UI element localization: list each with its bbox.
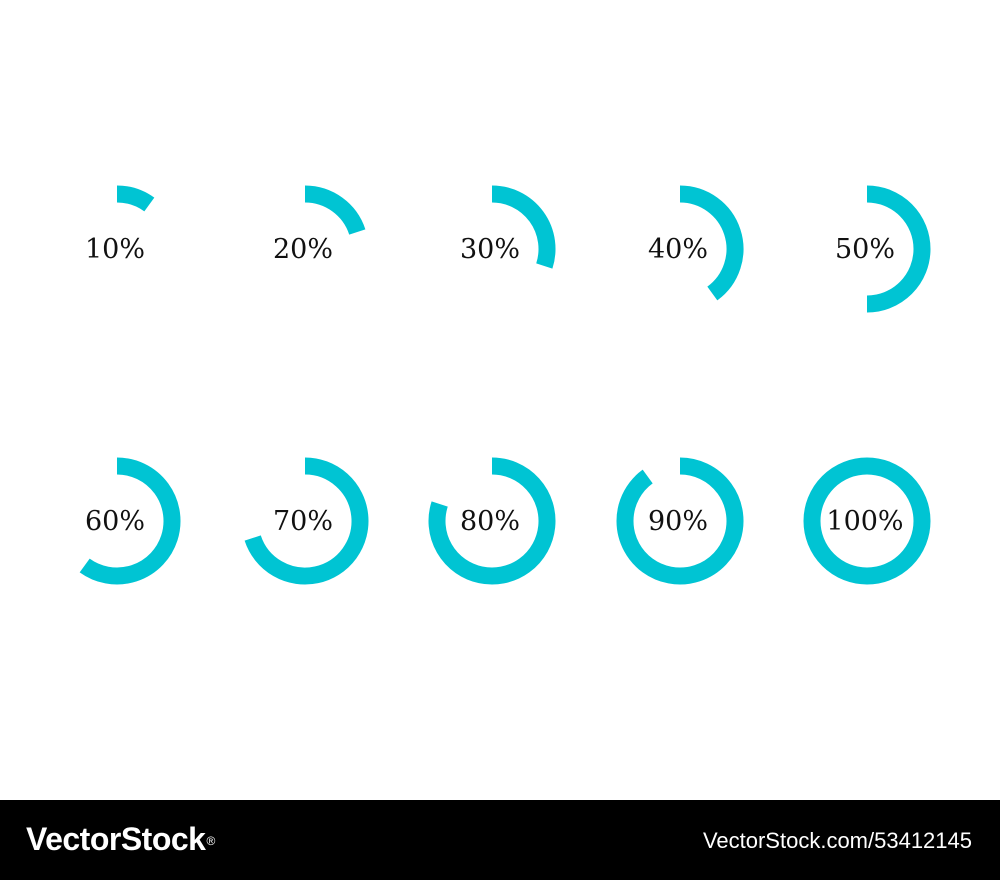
percent-label: 90%	[648, 506, 708, 537]
progress-ring-50: 50%	[835, 185, 931, 313]
percent-label: 10%	[85, 234, 145, 265]
percent-label: 40%	[648, 234, 708, 265]
progress-ring-60: 60%	[79, 457, 181, 585]
percent-label: 20%	[273, 234, 333, 265]
progress-ring-100: 100%	[803, 457, 931, 585]
progress-ring-20: 20%	[273, 185, 366, 265]
progress-arc	[79, 457, 181, 585]
percent-label: 60%	[85, 506, 145, 537]
progress-arc	[244, 457, 369, 585]
brand-name: VectorStock	[26, 821, 206, 857]
progress-arc	[116, 185, 155, 212]
progress-arc	[679, 185, 744, 301]
percent-label: 70%	[273, 506, 333, 537]
brand-logo: VectorStock®	[26, 819, 215, 859]
progress-ring-40: 40%	[648, 185, 744, 301]
progress-ring-10: 10%	[85, 185, 155, 265]
progress-arc	[866, 185, 931, 313]
image-id: VectorStock.com/53412145	[702, 828, 972, 853]
percent-label: 100%	[826, 506, 903, 537]
progress-arc	[491, 185, 556, 269]
progress-ring-30: 30%	[460, 185, 556, 269]
percent-label: 30%	[460, 234, 520, 265]
progress-ring-90: 90%	[616, 457, 744, 585]
progress-arc	[428, 457, 556, 585]
watermark-footer: VectorStock® VectorStock.com/53412145	[0, 800, 1000, 880]
progress-arc	[803, 457, 931, 585]
registered-mark: ®	[206, 834, 215, 848]
percent-label: 80%	[460, 506, 520, 537]
artwork-canvas: 10% 20% 30% 40% 50% 60% 70% 80% 90% 100%	[79, 185, 931, 585]
progress-rings-grid: 10% 20% 30% 40% 50% 60% 70% 80% 90% 100%	[79, 185, 931, 585]
percent-label: 50%	[835, 234, 895, 265]
progress-arc	[616, 457, 744, 585]
progress-ring-70: 70%	[244, 457, 369, 585]
progress-ring-80: 80%	[428, 457, 556, 585]
progress-arc	[304, 185, 366, 235]
